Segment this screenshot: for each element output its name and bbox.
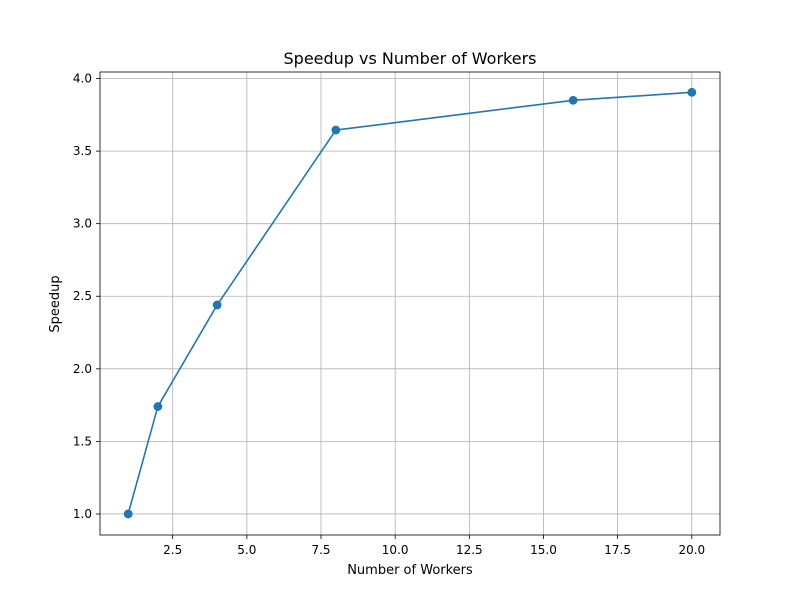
data-point [687, 87, 697, 97]
grid [100, 72, 720, 535]
x-tick-label: 15.0 [530, 543, 557, 557]
x-tick-label: 10.0 [382, 543, 409, 557]
x-tick-label: 5.0 [237, 543, 256, 557]
data-point [568, 95, 578, 105]
y-axis-label: Speedup [48, 275, 63, 332]
x-tick-label: 17.5 [604, 543, 631, 557]
x-tick-label: 20.0 [678, 543, 705, 557]
axes [99, 71, 721, 536]
y-tick-label: 2.5 [73, 289, 92, 303]
x-axis-label: Number of Workers [347, 563, 473, 578]
data-point [212, 300, 222, 310]
y-tick-label: 1.0 [73, 507, 92, 521]
y-tick-label: 4.0 [73, 72, 92, 86]
y-tick-label: 1.5 [73, 434, 92, 448]
data-point [153, 402, 163, 411]
y-tick-label: 2.0 [73, 362, 92, 376]
ticks: 2.5 5.0 7.5 10.0 12.5 15.0 17.5 20.0 1.0 1.5 2.0 2.… [73, 72, 705, 557]
y-tick-label: 3.5 [73, 144, 92, 158]
chart-title: Speedup vs Number of Workers [284, 49, 537, 68]
y-tick-label: 3.0 [73, 217, 92, 231]
series-line [127, 91, 692, 515]
data-point [123, 509, 133, 519]
data-point [331, 125, 341, 135]
axes-frame [99, 71, 721, 536]
series [123, 87, 697, 519]
x-tick-label: 12.5 [456, 543, 483, 557]
x-tick-label: 2.5 [163, 543, 182, 557]
x-tick-label: 7.5 [311, 543, 330, 557]
